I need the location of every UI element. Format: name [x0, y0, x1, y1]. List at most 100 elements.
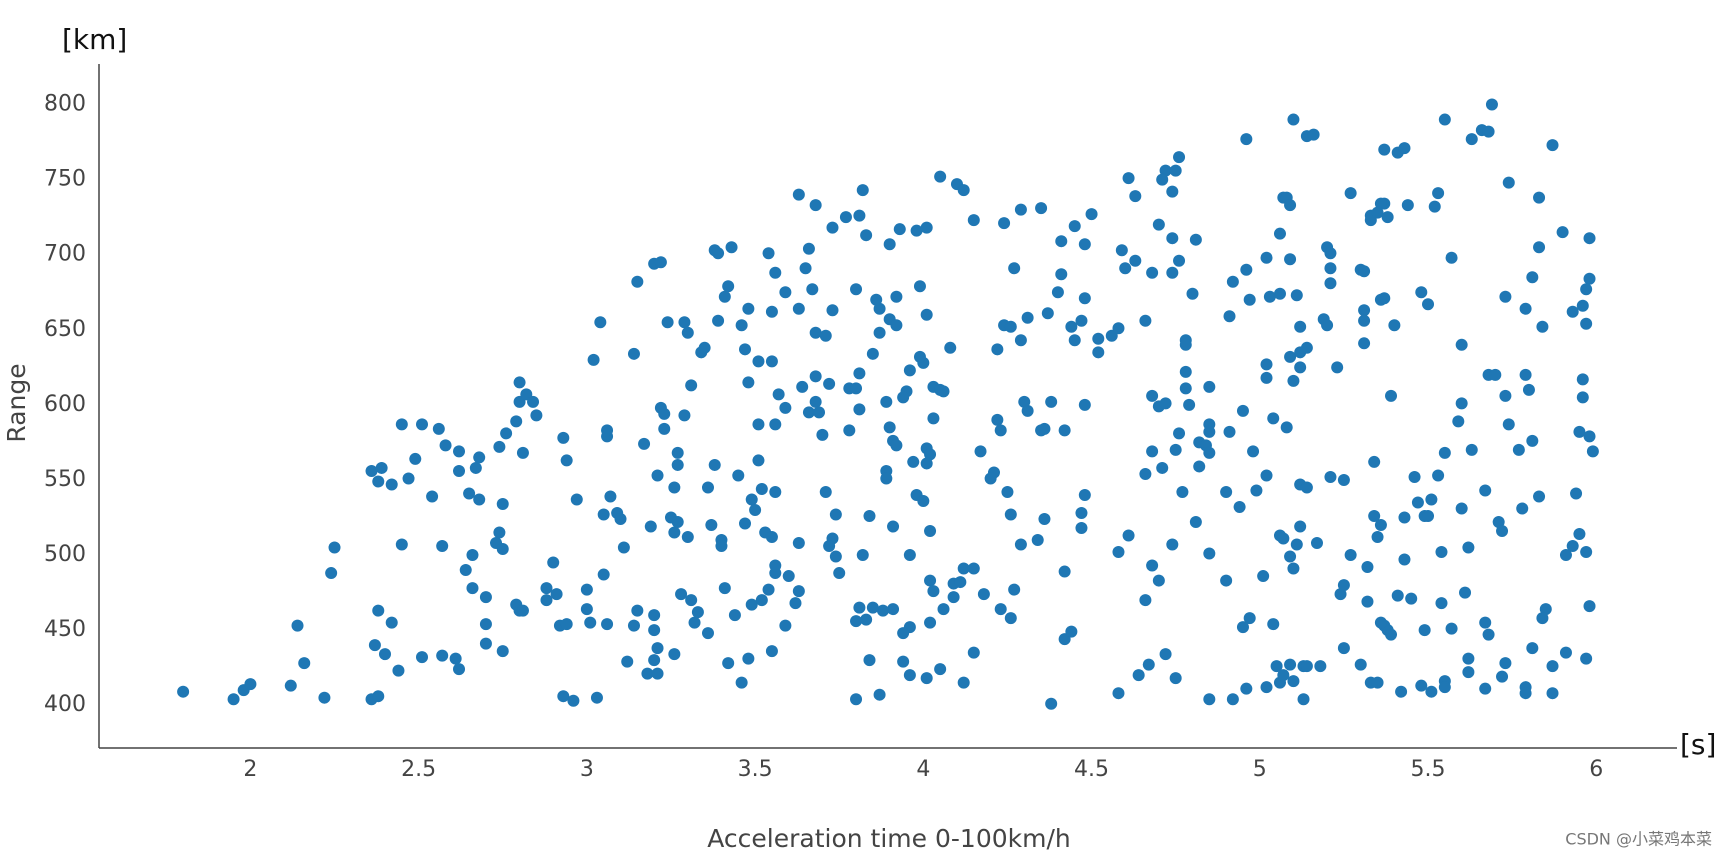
scatter-point [244, 678, 257, 691]
scatter-point [385, 616, 398, 629]
scatter-point [658, 407, 671, 420]
scatter-point [1489, 368, 1502, 381]
scatter-point [1203, 446, 1216, 459]
scatter-point [1220, 485, 1233, 498]
scatter-point [1173, 151, 1186, 164]
scatter-point [1580, 546, 1593, 559]
scatter-point [1519, 687, 1532, 700]
x-tick-label: 3 [580, 757, 594, 782]
scatter-point [617, 541, 630, 554]
scatter-point [1566, 305, 1579, 318]
scatter-point [739, 343, 752, 356]
scatter-point [597, 508, 610, 521]
scatter-point [957, 184, 970, 197]
scatter-point [1146, 445, 1159, 458]
scatter-point [1122, 529, 1135, 542]
scatter-point [1112, 322, 1125, 335]
scatter-point [1452, 415, 1465, 428]
scatter-point [436, 649, 449, 662]
scatter-point [1482, 125, 1495, 138]
scatter-point [903, 669, 916, 682]
scatter-point [1388, 319, 1401, 332]
scatter-point [1361, 595, 1374, 608]
scatter-point [782, 570, 795, 583]
scatter-point [1358, 265, 1371, 278]
scatter-point [1576, 299, 1589, 312]
scatter-point [1422, 509, 1435, 522]
scatter-point [1536, 612, 1549, 625]
scatter-point [416, 651, 429, 664]
scatter-point [1533, 191, 1546, 204]
scatter-point [385, 478, 398, 491]
scatter-point [1566, 540, 1579, 553]
scatter-point [1051, 286, 1064, 299]
scatter-point [1570, 487, 1583, 500]
scatter-point [722, 657, 735, 670]
scatter-point [802, 242, 815, 255]
scatter-point [1004, 612, 1017, 625]
scatter-point [604, 490, 617, 503]
scatter-point [880, 472, 893, 485]
scatter-point [372, 475, 385, 488]
scatter-point [1300, 481, 1313, 494]
scatter-point [675, 588, 688, 601]
scatter-point [1173, 254, 1186, 267]
scatter-point [453, 663, 466, 676]
scatter-point [1536, 320, 1549, 333]
scatter-point [1119, 262, 1132, 275]
scatter-point [1014, 203, 1027, 216]
scatter-point [1004, 508, 1017, 521]
scatter-point [1122, 172, 1135, 185]
scatter-point [328, 541, 341, 554]
scatter-point [897, 655, 910, 668]
scatter-point [934, 663, 947, 676]
scatter-point [779, 286, 792, 299]
scatter-point [1324, 277, 1337, 290]
scatter-point [621, 655, 634, 668]
scatter-point [1045, 697, 1058, 710]
scatter-point [924, 616, 937, 629]
scatter-point [1405, 592, 1418, 605]
scatter-point [372, 604, 385, 617]
scatter-point [712, 314, 725, 327]
scatter-point [1284, 253, 1297, 266]
scatter-point [1018, 395, 1031, 408]
scatter-point [651, 667, 664, 680]
y-tick-label: 750 [44, 167, 86, 192]
scatter-point [1361, 561, 1374, 574]
scatter-point [792, 537, 805, 550]
scatter-point [1573, 425, 1586, 438]
scatter-point [732, 469, 745, 482]
scatter-point [1580, 317, 1593, 330]
scatter-point [907, 455, 920, 468]
scatter-point [1438, 681, 1451, 694]
scatter-point [469, 461, 482, 474]
scatter-point [1260, 469, 1273, 482]
scatter-point [927, 412, 940, 425]
scatter-point [671, 446, 684, 459]
scatter-point [1243, 612, 1256, 625]
scatter-point [644, 520, 657, 533]
scatter-point [1435, 546, 1448, 559]
scatter-point [1236, 404, 1249, 417]
scatter-point [1465, 443, 1478, 456]
scatter-point [1240, 682, 1253, 695]
scatter-point [866, 347, 879, 360]
scatter-point [1398, 511, 1411, 524]
scatter-point [567, 694, 580, 707]
scatter-point [1371, 206, 1384, 219]
scatter-point [809, 395, 822, 408]
scatter-point [557, 431, 570, 444]
scatter-point [1479, 682, 1492, 695]
scatter-point [1068, 220, 1081, 233]
scatter-point [1290, 289, 1303, 302]
scatter-point [372, 690, 385, 703]
scatter-point [540, 582, 553, 595]
scatter-point [705, 519, 718, 532]
scatter-point [765, 355, 778, 368]
x-axis-title: Acceleration time 0-100km/h [707, 824, 1070, 853]
scatter-point [671, 458, 684, 471]
scatter-point [1233, 500, 1246, 513]
scatter-point [755, 594, 768, 607]
scatter-point [1169, 164, 1182, 177]
